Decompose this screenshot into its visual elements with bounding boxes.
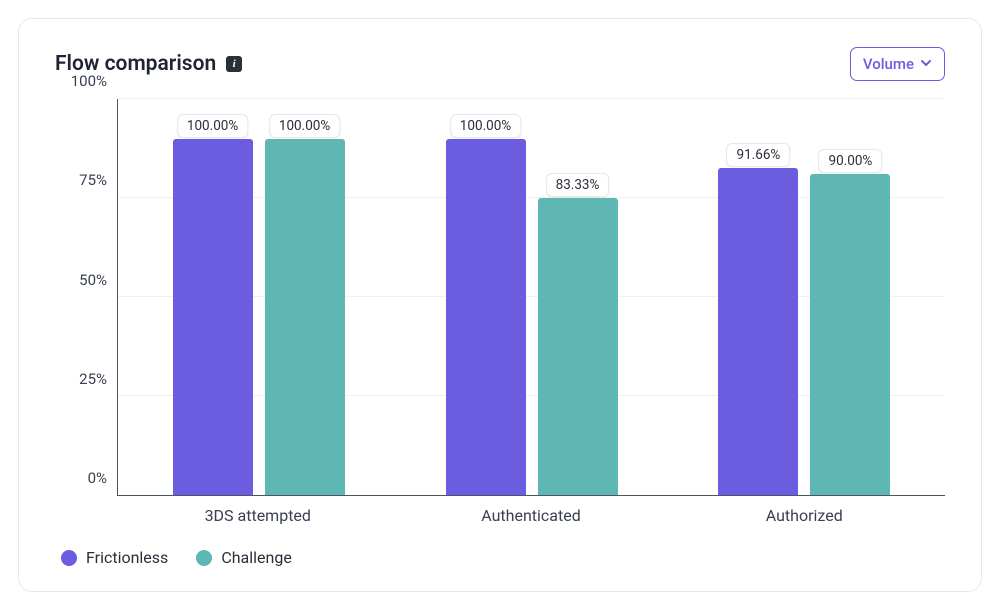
bar-value-label: 100.00% (177, 114, 248, 138)
bar-group: 100.00% 83.33% (446, 99, 618, 495)
bar-group: 91.66% 90.00% (718, 99, 890, 495)
card-header: Flow comparison i Volume (55, 47, 945, 81)
chevron-down-icon (920, 55, 932, 73)
plot-row: 0%25%50%75%100% 100.00%100.00%100.00%83.… (55, 99, 945, 496)
legend: Frictionless Challenge (61, 548, 945, 567)
bar-wrap: 100.00% (446, 99, 526, 495)
bar-value-label: 91.66% (727, 143, 791, 167)
y-tick-label: 75% (79, 171, 107, 189)
bar-wrap: 90.00% (810, 99, 890, 495)
bar-value-label: 83.33% (546, 173, 610, 197)
bar-wrap: 100.00% (173, 99, 253, 495)
x-axis-label: Authenticated (481, 506, 580, 525)
x-axis-label: 3DS attempted (205, 506, 311, 525)
chart-area: 0%25%50%75%100% 100.00%100.00%100.00%83.… (55, 99, 945, 567)
legend-item-challenge: Challenge (196, 548, 292, 567)
bar-challenge (265, 139, 345, 495)
bar-frictionless (173, 139, 253, 495)
legend-item-frictionless: Frictionless (61, 548, 168, 567)
y-axis: 0%25%50%75%100% (55, 99, 117, 496)
y-tick-label: 0% (88, 469, 107, 487)
legend-swatch (61, 550, 77, 566)
bar-group: 100.00% 100.00% (173, 99, 345, 495)
legend-label: Frictionless (86, 548, 168, 567)
y-tick-label: 50% (79, 271, 107, 289)
bar-value-label: 100.00% (269, 114, 340, 138)
plot: 100.00% 100.00% 100.00% 83.33% 91.66% 90.00% (117, 99, 945, 496)
bar-value-label: 100.00% (450, 114, 521, 138)
x-axis-label: Authorized (766, 506, 843, 525)
bar-challenge (810, 174, 890, 495)
legend-label: Challenge (221, 548, 292, 567)
dropdown-label: Volume (863, 55, 914, 73)
bar-wrap: 100.00% (265, 99, 345, 495)
y-tick-label: 25% (79, 370, 107, 388)
bar-value-label: 90.00% (819, 149, 883, 173)
bar-wrap: 83.33% (538, 99, 618, 495)
y-tick-label: 100% (71, 72, 107, 90)
bar-challenge (538, 198, 618, 495)
x-axis: 3DS attempted Authenticated Authorized (117, 496, 945, 532)
volume-dropdown[interactable]: Volume (850, 47, 945, 81)
bar-frictionless (718, 168, 798, 495)
legend-swatch (196, 550, 212, 566)
info-icon[interactable]: i (226, 56, 242, 72)
flow-comparison-card: Flow comparison i Volume 0% 25% 50% 75% 100%… (18, 18, 982, 592)
bar-frictionless (446, 139, 526, 495)
bar-wrap: 91.66% (718, 99, 798, 495)
